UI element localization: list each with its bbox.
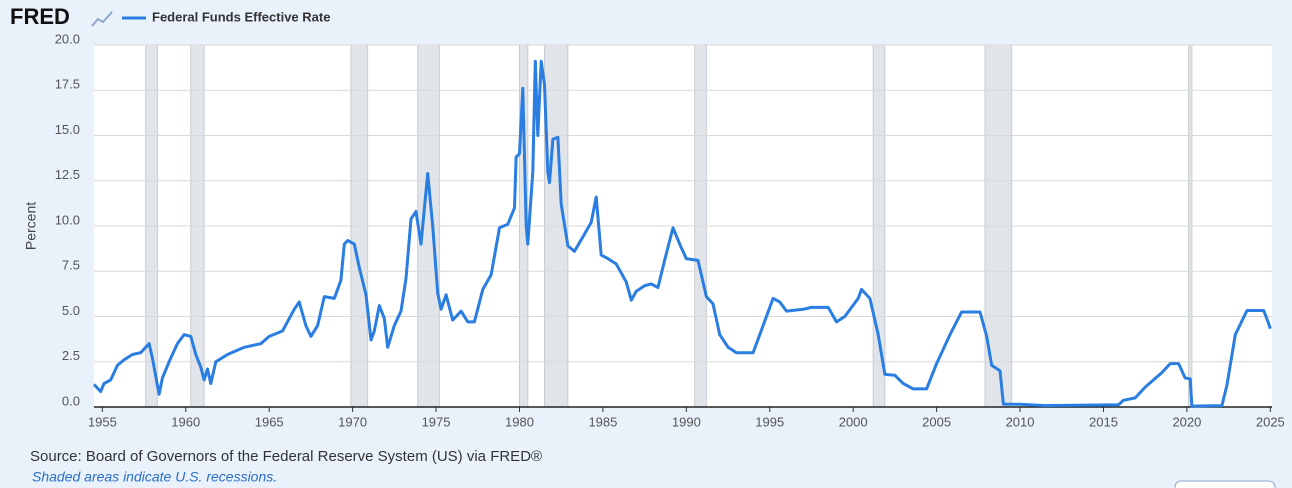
x-tick-label: 1955 (88, 414, 117, 429)
x-tick-label: 1995 (755, 414, 784, 429)
y-tick-label: 5.0 (62, 303, 80, 318)
series-line (92, 59, 1272, 408)
x-tick-label: 2025 (1256, 414, 1285, 429)
y-axis-label: Percent (23, 202, 39, 250)
y-tick-label: 2.5 (62, 348, 80, 363)
x-tick-label: 1980 (505, 414, 534, 429)
x-tick-label: 1965 (255, 414, 284, 429)
x-tick-label: 2005 (922, 414, 951, 429)
logo-icon (91, 11, 113, 27)
logo: FRED (10, 4, 70, 29)
x-tick-label: 1970 (338, 414, 367, 429)
y-tick-label: 17.5 (55, 77, 80, 92)
x-tick-label: 2015 (1089, 414, 1118, 429)
y-tick-label: 0.0 (62, 393, 80, 408)
x-tick-label: 2010 (1006, 414, 1035, 429)
legend-label: Federal Funds Effective Rate (152, 9, 330, 24)
source: Source: Board of Governors of the Federa… (30, 448, 542, 465)
x-tick-label: 1990 (672, 414, 701, 429)
x-tick-label: 1985 (588, 414, 617, 429)
button[interactable] (1174, 480, 1276, 488)
x-tick-label: 2000 (839, 414, 868, 429)
y-tick-label: 20.0 (55, 31, 80, 46)
x-tick-label: 1960 (171, 414, 200, 429)
y-tick-label: 7.5 (62, 258, 80, 273)
y-tick-label: 10.0 (55, 212, 80, 227)
note: Shaded areas indicate U.S. recessions. (32, 469, 277, 485)
y-tick-label: 12.5 (55, 167, 80, 182)
y-tick-label: 15.0 (55, 122, 80, 137)
x-tick-label: 1975 (422, 414, 451, 429)
x-tick-label: 2020 (1172, 414, 1201, 429)
